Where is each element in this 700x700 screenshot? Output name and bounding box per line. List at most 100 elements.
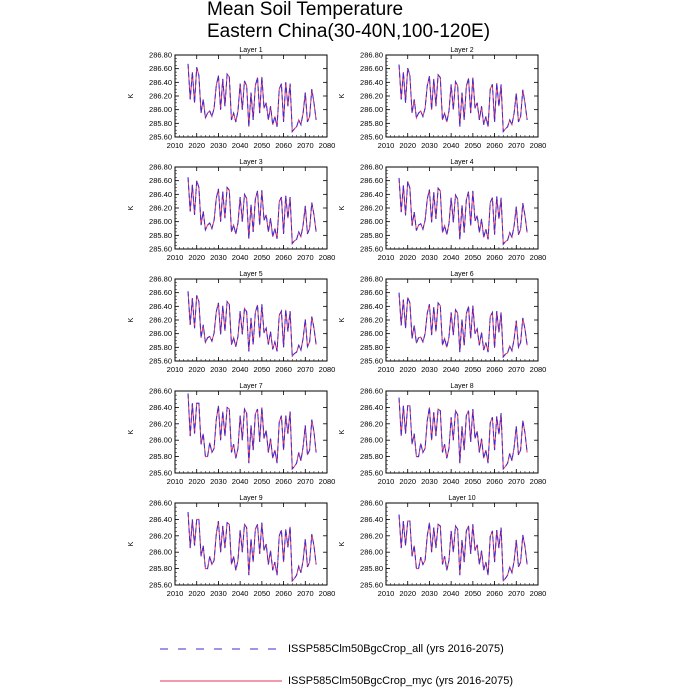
x-tick-label: 2080 <box>319 253 336 262</box>
panel-title: Layer 8 <box>450 383 473 390</box>
x-tick-label: 2030 <box>210 477 227 486</box>
panel-title: Layer 7 <box>239 383 262 390</box>
y-tick-label: 286.60 <box>360 64 383 73</box>
panel-title: Layer 9 <box>239 495 262 502</box>
series-line-all <box>398 64 528 133</box>
y-tick-label: 286.00 <box>149 436 172 445</box>
x-tick-label: 2010 <box>378 365 395 374</box>
figure-title: Mean Soil Temperature Eastern China(30-4… <box>207 0 490 43</box>
y-tick-label: 285.60 <box>360 469 383 478</box>
y-tick-label: 285.80 <box>360 343 383 352</box>
panel-layer-9: Layer 9 K 285.60 285.80 286.00 286.20 286.40 28… <box>128 495 335 598</box>
y-tick-label: 285.80 <box>360 231 383 240</box>
y-axis-label: K <box>339 93 346 98</box>
x-tick-label: 2080 <box>530 141 547 150</box>
y-tick-label: 286.40 <box>360 515 383 524</box>
legend-item-myc: ISSP585Clm50BgcCrop_myc (yrs 2016-2075) <box>160 672 660 692</box>
x-tick-label: 2030 <box>210 141 227 150</box>
panel-title: Layer 1 <box>239 47 262 54</box>
y-axis-label: K <box>128 317 135 322</box>
series-line-all <box>398 514 528 583</box>
series-line-all <box>187 291 317 358</box>
x-tick-label: 2010 <box>167 253 184 262</box>
y-tick-label: 285.80 <box>149 119 172 128</box>
y-tick-label: 286.20 <box>360 204 383 213</box>
legend-swatch-solid <box>160 680 282 682</box>
y-tick-label: 286.80 <box>360 51 383 60</box>
x-tick-label: 2070 <box>297 365 314 374</box>
y-tick-label: 286.00 <box>360 436 383 445</box>
x-tick-label: 2040 <box>232 589 249 598</box>
x-tick-label: 2020 <box>399 253 416 262</box>
x-tick-label: 2050 <box>254 253 271 262</box>
x-tick-label: 2070 <box>508 141 525 150</box>
x-tick-label: 2010 <box>378 253 395 262</box>
x-tick-label: 2050 <box>465 477 482 486</box>
y-tick-label: 285.80 <box>360 119 383 128</box>
x-tick-label: 2020 <box>399 365 416 374</box>
x-tick-label: 2030 <box>421 589 438 598</box>
y-tick-label: 286.00 <box>360 548 383 557</box>
y-tick-label: 286.40 <box>149 190 172 199</box>
y-tick-label: 286.00 <box>149 105 172 114</box>
y-tick-label: 286.00 <box>360 329 383 338</box>
panel-layer-8: Layer 8 K 285.60 285.80 286.00 286.20 286.40 28… <box>339 383 546 486</box>
x-tick-label: 2030 <box>421 365 438 374</box>
panel-layer-2: Layer 2 K 285.60 285.80 286.00 286.20 286.40 28… <box>339 47 546 150</box>
y-tick-label: 286.60 <box>149 176 172 185</box>
x-tick-label: 2050 <box>465 589 482 598</box>
x-tick-label: 2070 <box>297 253 314 262</box>
panel-layer-7: Layer 7 K 285.60 285.80 286.00 286.20 286.40 28… <box>128 383 335 486</box>
x-tick-label: 2010 <box>167 365 184 374</box>
panel-layer-5: Layer 5 K 285.60 285.80 286.00 286.20 286.40 28… <box>128 271 335 374</box>
x-tick-label: 2010 <box>167 141 184 150</box>
x-tick-label: 2040 <box>232 141 249 150</box>
x-tick-label: 2020 <box>399 589 416 598</box>
y-axis-label: K <box>339 541 346 546</box>
x-tick-label: 2080 <box>319 365 336 374</box>
y-tick-label: 285.60 <box>149 133 172 142</box>
y-tick-label: 286.80 <box>360 275 383 284</box>
y-axis-label: K <box>128 429 135 434</box>
x-tick-label: 2080 <box>319 589 336 598</box>
y-tick-label: 285.60 <box>360 245 383 254</box>
y-tick-label: 285.80 <box>360 564 383 573</box>
x-tick-label: 2040 <box>232 253 249 262</box>
series-line-all <box>398 397 528 471</box>
x-tick-label: 2060 <box>275 365 292 374</box>
x-tick-label: 2070 <box>508 589 525 598</box>
x-tick-label: 2060 <box>486 477 503 486</box>
x-tick-label: 2030 <box>421 141 438 150</box>
y-tick-label: 286.60 <box>149 387 172 396</box>
panel-layer-10: Layer 10 K 285.60 285.80 286.00 286.20 286.40 2… <box>339 495 546 598</box>
x-tick-label: 2080 <box>319 141 336 150</box>
x-tick-label: 2040 <box>232 365 249 374</box>
y-tick-label: 285.80 <box>360 452 383 461</box>
x-tick-label: 2030 <box>421 477 438 486</box>
y-tick-label: 286.80 <box>360 163 383 172</box>
x-tick-label: 2060 <box>275 589 292 598</box>
y-axis-label: K <box>128 205 135 210</box>
x-tick-label: 2050 <box>254 365 271 374</box>
panel-layer-3: Layer 3 K 285.60 285.80 286.00 286.20 286.40 28… <box>128 159 335 262</box>
y-tick-label: 286.60 <box>360 499 383 508</box>
panel-title: Layer 3 <box>239 159 262 166</box>
y-tick-label: 286.60 <box>360 176 383 185</box>
y-tick-label: 286.60 <box>360 288 383 297</box>
y-tick-label: 286.00 <box>360 105 383 114</box>
panel-layer-1: Layer 1 K 285.60 285.80 286.00 286.20 286.40 28… <box>128 47 335 150</box>
x-tick-label: 2070 <box>297 477 314 486</box>
y-tick-label: 286.20 <box>149 204 172 213</box>
y-tick-label: 286.20 <box>360 316 383 325</box>
x-tick-label: 2080 <box>530 253 547 262</box>
x-tick-label: 2080 <box>530 477 547 486</box>
y-tick-label: 286.20 <box>149 419 172 428</box>
x-tick-label: 2030 <box>210 589 227 598</box>
y-tick-label: 286.00 <box>149 217 172 226</box>
x-tick-label: 2080 <box>319 477 336 486</box>
y-axis-label: K <box>128 93 135 98</box>
x-tick-label: 2030 <box>210 253 227 262</box>
panel-title: Layer 2 <box>450 47 473 54</box>
legend-label-all: ISSP585Clm50BgcCrop_all (yrs 2016-2075) <box>288 643 504 655</box>
